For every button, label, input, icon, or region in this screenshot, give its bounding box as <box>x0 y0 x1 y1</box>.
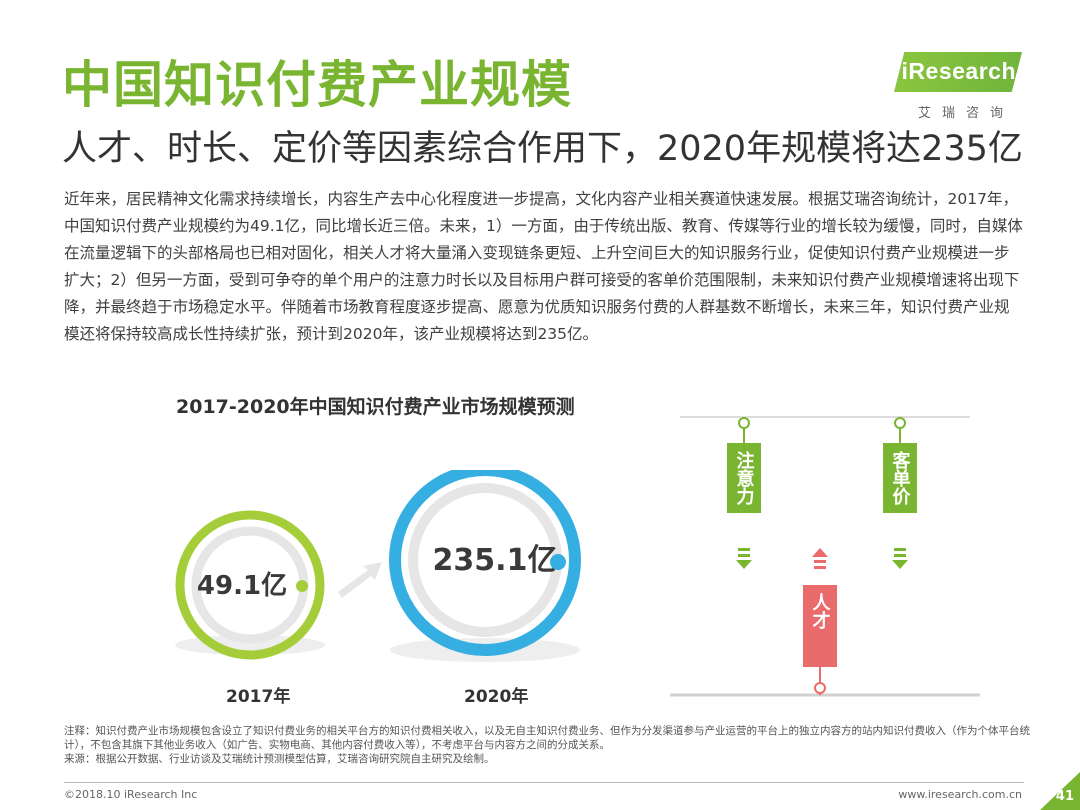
website-link[interactable]: www.iresearch.com.cn <box>898 788 1022 801</box>
bubble-2017-ring <box>175 510 325 660</box>
factor-label-price-text: 客单价 <box>889 451 911 505</box>
node-price <box>894 417 906 429</box>
category-label-2020: 2020年 <box>464 687 529 707</box>
up-arrow-icon-talent <box>812 548 828 569</box>
page-subtitle: 人才、时长、定价等因素综合作用下，2020年规模将达235亿 <box>62 129 1023 169</box>
market-size-chart: 49.1亿 235.1亿 <box>175 470 581 662</box>
chart-title: 2017-2020年中国知识付费产业市场规模预测 <box>176 396 575 418</box>
growth-arrow-icon <box>338 562 382 598</box>
factor-label-attention: 注意力 <box>727 443 761 513</box>
logo-brand-text: iResearch <box>901 58 1016 84</box>
bubble-2017-dot <box>296 580 308 592</box>
factor-diagram-lines <box>670 416 980 697</box>
intro-paragraph: 近年来，居民精神文化需求持续增长，内容生产去中心化程度进一步提高，文化内容产业相… <box>64 190 1023 343</box>
data-label-2020: 235.1亿 <box>433 543 558 578</box>
bubble-2020-dot <box>550 554 566 570</box>
footnote: 注释：知识付费产业市场规模包含设立了知识付费业务的相关平台方的知识付费相关收入，… <box>64 724 1034 766</box>
logo-cn-text: 艾瑞咨询 <box>917 106 1014 121</box>
data-label-2017: 49.1亿 <box>197 571 287 601</box>
factor-label-talent: 人才 <box>803 585 837 667</box>
category-label-2017: 2017年 <box>226 687 291 707</box>
footer-divider <box>64 782 1024 783</box>
node-talent <box>814 682 826 694</box>
down-arrow-icon-price <box>892 548 908 569</box>
factor-label-talent-text: 人才 <box>809 593 831 629</box>
iresearch-logo: iResearch 艾瑞咨询 <box>872 52 1022 122</box>
logo-badge <box>894 52 1022 92</box>
down-arrow-icon-attention <box>736 548 752 569</box>
bubble-2020-ring <box>389 470 581 656</box>
footnote-source: 来源：根据公开数据、行业访谈及艾瑞统计预测模型估算，艾瑞咨询研究院自主研究及绘制… <box>64 753 495 765</box>
factor-label-attention-text: 注意力 <box>733 451 755 505</box>
node-attention <box>738 417 750 429</box>
factor-label-price: 客单价 <box>883 443 917 513</box>
page-title: 中国知识付费产业规模 <box>62 56 572 114</box>
footnote-note: 注释：知识付费产业市场规模包含设立了知识付费业务的相关平台方的知识付费相关收入，… <box>64 725 1030 751</box>
factor-diagram: 注意力 客单价 人才 <box>660 405 990 705</box>
page-number: 41 <box>1055 789 1074 804</box>
copyright-text: ©2018.10 iResearch Inc <box>64 788 198 801</box>
